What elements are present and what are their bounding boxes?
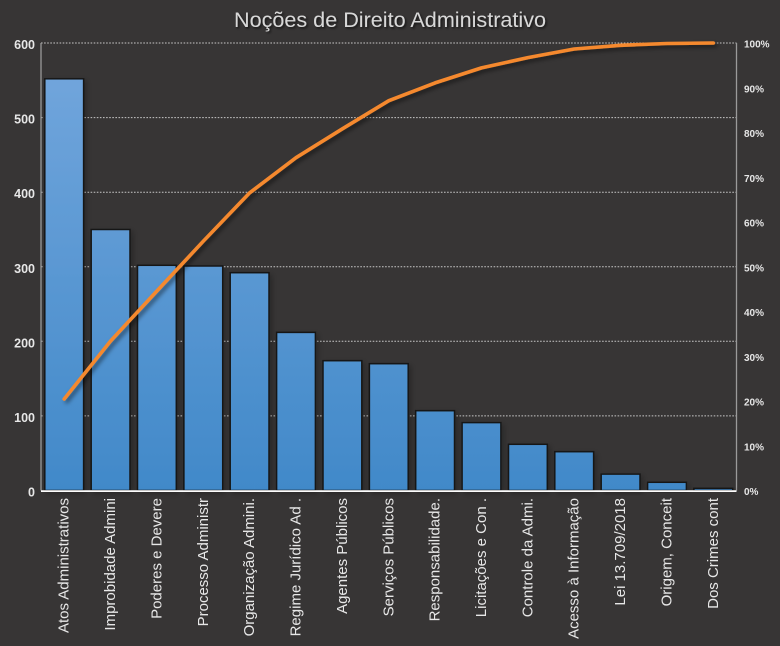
svg-text:Organização Admini.: Organização Admini. (241, 498, 258, 636)
svg-text:200: 200 (14, 336, 35, 350)
svg-text:Agentes Públicos: Agentes Públicos (334, 498, 351, 614)
svg-text:Origem, Conceit: Origem, Conceit (659, 497, 676, 606)
svg-text:400: 400 (14, 187, 35, 201)
svg-text:40%: 40% (744, 308, 764, 319)
svg-text:0%: 0% (744, 487, 759, 498)
svg-text:Serviços Públicos: Serviços Públicos (380, 498, 397, 616)
svg-text:Controle da Admi.: Controle da Admi. (519, 498, 536, 617)
svg-text:Dos Crimes cont: Dos Crimes cont (705, 497, 722, 609)
svg-text:Lei 13.709/2018: Lei 13.709/2018 (612, 498, 629, 606)
svg-text:90%: 90% (744, 84, 764, 95)
svg-text:Licitações e Con .: Licitações e Con . (473, 498, 490, 617)
svg-text:Processo Administr: Processo Administr (195, 498, 212, 626)
svg-text:500: 500 (14, 113, 35, 127)
svg-text:50%: 50% (744, 263, 764, 274)
svg-text:600: 600 (14, 38, 35, 52)
svg-text:Atos Administrativos: Atos Administrativos (56, 498, 73, 633)
svg-text:Noções de Direito Administrati: Noções de Direito Administrativo (234, 7, 546, 32)
svg-text:60%: 60% (744, 219, 764, 230)
svg-text:Acesso à Informação: Acesso à Informação (566, 498, 583, 639)
svg-text:70%: 70% (744, 174, 764, 185)
svg-text:300: 300 (14, 262, 35, 276)
svg-text:20%: 20% (744, 398, 764, 409)
svg-text:Improbidade Admini: Improbidade Admini (102, 498, 119, 631)
svg-text:30%: 30% (744, 353, 764, 364)
svg-text:80%: 80% (744, 129, 764, 140)
svg-text:Poderes e Devere: Poderes e Devere (148, 498, 165, 619)
svg-text:Responsabilidade.: Responsabilidade. (427, 498, 444, 621)
svg-text:100: 100 (14, 411, 35, 425)
svg-text:Regime Jurídico Ad .: Regime Jurídico Ad . (288, 498, 305, 636)
svg-text:100%: 100% (744, 40, 770, 51)
svg-text:0: 0 (28, 486, 35, 500)
svg-text:10%: 10% (744, 442, 764, 453)
